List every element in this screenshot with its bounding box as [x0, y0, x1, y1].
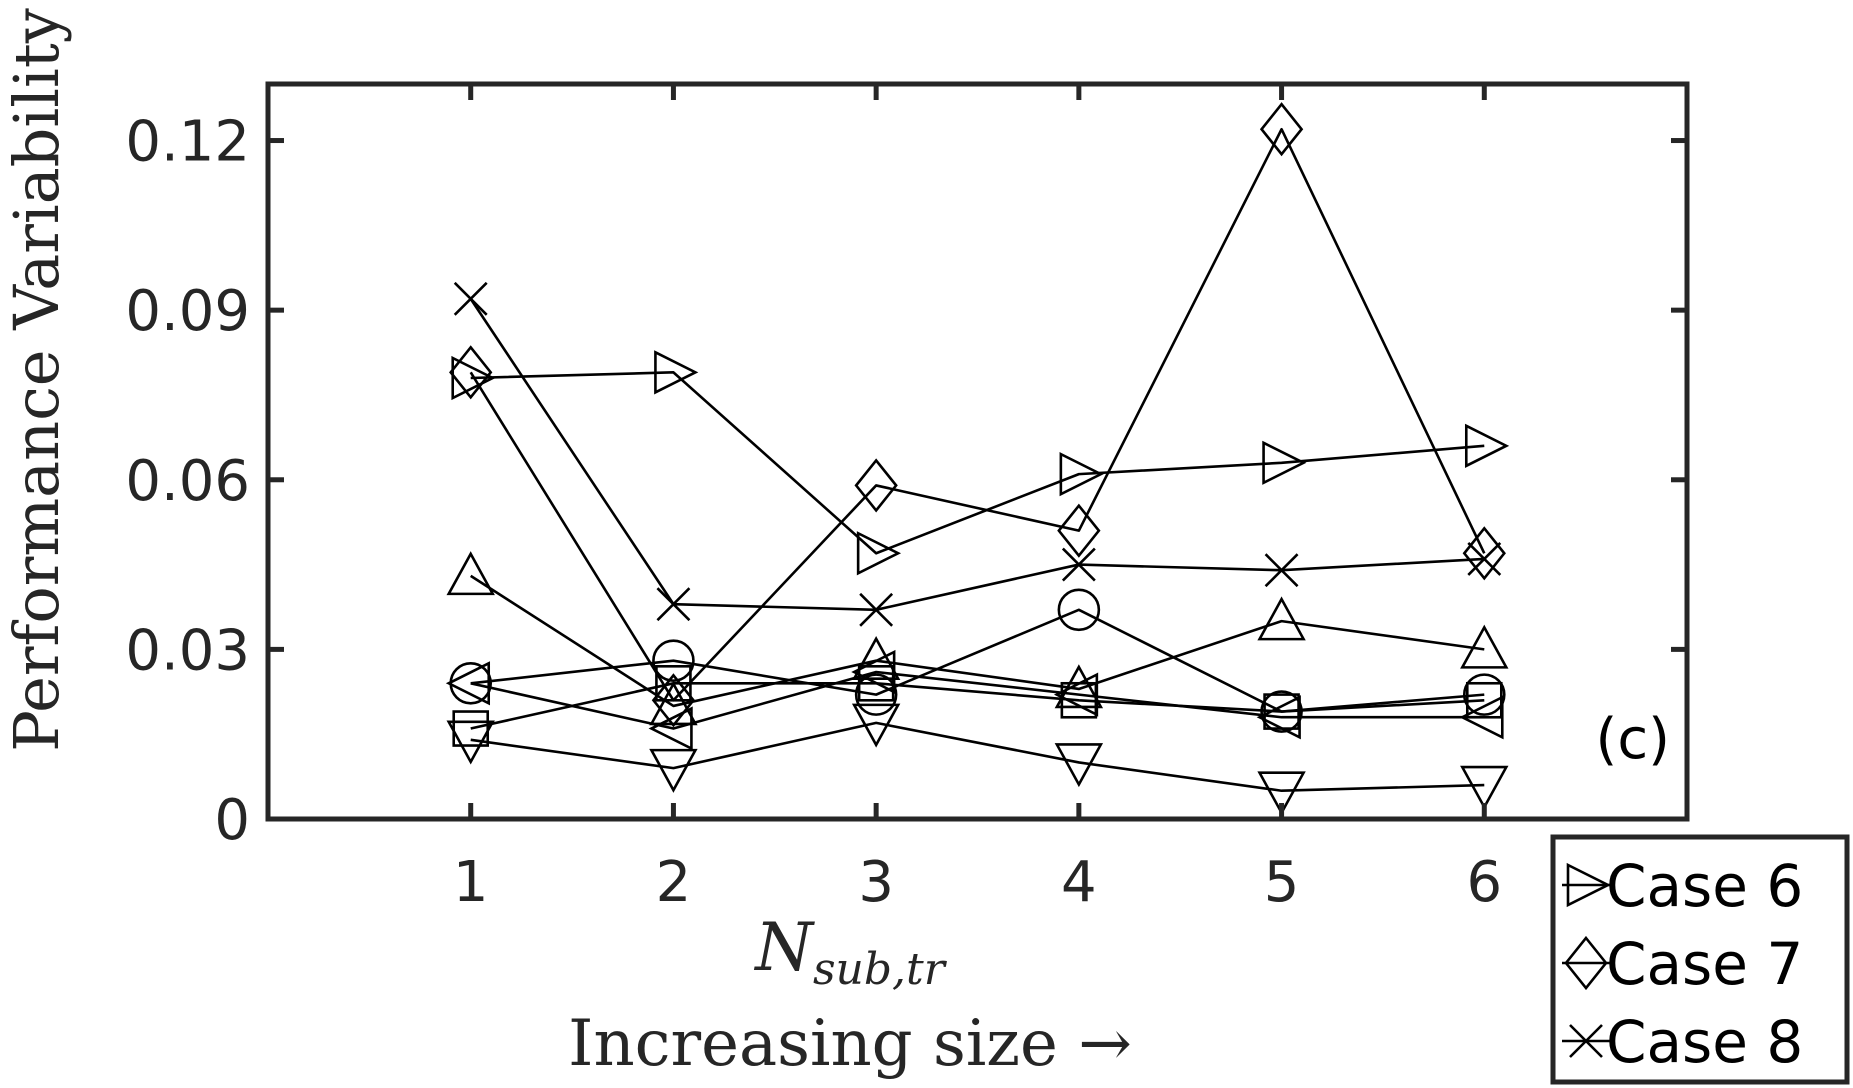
data-point-triangle-right — [654, 350, 699, 395]
data-point-circle — [1462, 673, 1506, 716]
series-triangle-up — [446, 551, 1509, 726]
data-point-triangle-down — [1257, 771, 1306, 816]
plot-frame — [265, 81, 1690, 822]
data-point-x — [1061, 547, 1096, 582]
series-diamond — [449, 102, 1506, 728]
data-point-triangle-right — [1464, 423, 1510, 468]
x-tick-label: 2 — [656, 850, 692, 915]
x-tick-label: 3 — [858, 850, 894, 915]
series-x — [453, 281, 1502, 627]
data-point-diamond — [651, 673, 696, 728]
data-point-triangle-left — [851, 649, 896, 695]
x-axis-label: Nsub,tr — [753, 909, 948, 995]
data-point-diamond — [854, 458, 898, 513]
data-point-square — [452, 710, 490, 747]
data-point-circle — [1057, 588, 1101, 632]
x-axis-label-subscript: sub,tr — [813, 944, 948, 995]
data-point-circle — [652, 639, 695, 682]
x-tick-label: 1 — [453, 850, 489, 915]
series-line-triangle-up — [470, 574, 1485, 708]
data-point-triangle-down — [851, 703, 901, 748]
data-point-diamond — [449, 345, 493, 400]
x-tick-label: 4 — [1061, 850, 1097, 915]
series-triangle-right — [451, 350, 1510, 576]
series-line-square — [470, 682, 1485, 730]
y-tick-label: 0.09 — [125, 279, 250, 344]
data-point-circle — [854, 673, 898, 716]
data-point-triangle-down — [1460, 765, 1509, 810]
y-tick-label: 0.12 — [125, 110, 250, 175]
x-axis-caption: Increasing size → — [568, 1007, 1132, 1081]
legend: Case 6 Case 7 Case 8 — [1550, 834, 1850, 1085]
legend-entry-triangle-right: Case 6 — [1562, 852, 1803, 920]
y-axis-label: Performance Variability — [0, 8, 73, 752]
series-triangle-down — [446, 703, 1509, 816]
y-tick-label: 0 — [214, 788, 250, 853]
data-point-triangle-right — [856, 531, 902, 576]
series-line-triangle-down — [470, 721, 1485, 793]
data-point-triangle-down — [1054, 743, 1104, 788]
data-point-triangle-left — [1256, 695, 1301, 740]
y-tick-label: 0.06 — [125, 449, 250, 514]
series-line-diamond — [469, 127, 1486, 702]
legend-label: Case 7 — [1606, 930, 1803, 998]
x-tick-label: 6 — [1466, 850, 1502, 915]
data-point-triangle-left — [1459, 695, 1504, 740]
data-point-x — [1264, 553, 1299, 588]
data-point-triangle-left — [1053, 672, 1099, 717]
data-point-triangle-right — [1262, 440, 1307, 485]
data-point-triangle-right — [451, 355, 496, 401]
series-line-x — [469, 298, 1485, 612]
data-point-square — [655, 665, 692, 702]
legend-marker-diamond — [1564, 935, 1608, 991]
series-circle — [449, 588, 1506, 733]
legend-marker-triangle-right — [1566, 862, 1611, 908]
data-point-triangle-down — [649, 748, 698, 793]
series-line-triangle-right — [470, 371, 1485, 555]
legend-entry-diamond: Case 7 — [1562, 930, 1803, 998]
series-line-triangle-left — [470, 670, 1485, 730]
data-point-triangle-up — [1460, 624, 1509, 669]
data-point-triangle-up — [851, 635, 901, 680]
series-line-circle — [470, 608, 1485, 713]
data-point-triangle-down — [446, 720, 495, 765]
data-point-x — [859, 592, 894, 627]
series-triangle-left — [445, 649, 1504, 751]
data-point-triangle-up — [446, 551, 495, 596]
data-point-x — [656, 587, 691, 622]
legend-marker-x — [1569, 1024, 1603, 1058]
data-point-triangle-left — [445, 661, 491, 706]
legend-entry-x: Case 8 — [1562, 1008, 1803, 1076]
panel-label: (c) — [1596, 707, 1670, 772]
x-axis-label-base: N — [753, 909, 815, 986]
data-point-triangle-left — [648, 706, 693, 751]
data-point-triangle-up — [649, 681, 698, 726]
x-tick-label: 5 — [1264, 850, 1300, 915]
legend-label: Case 8 — [1606, 1008, 1803, 1076]
series-layer — [445, 102, 1510, 816]
data-point-triangle-up — [1257, 596, 1306, 641]
legend-label: Case 6 — [1606, 852, 1803, 920]
data-point-diamond — [1259, 102, 1304, 157]
data-point-triangle-right — [1059, 452, 1104, 497]
data-point-x — [453, 281, 488, 316]
data-point-diamond — [1057, 503, 1101, 558]
data-point-x — [1467, 542, 1502, 576]
y-tick-label: 0.03 — [125, 618, 250, 683]
axes-layer: 1 2 3 4 5 6 0 0.03 0.06 0.09 0.12 — [125, 81, 1690, 915]
